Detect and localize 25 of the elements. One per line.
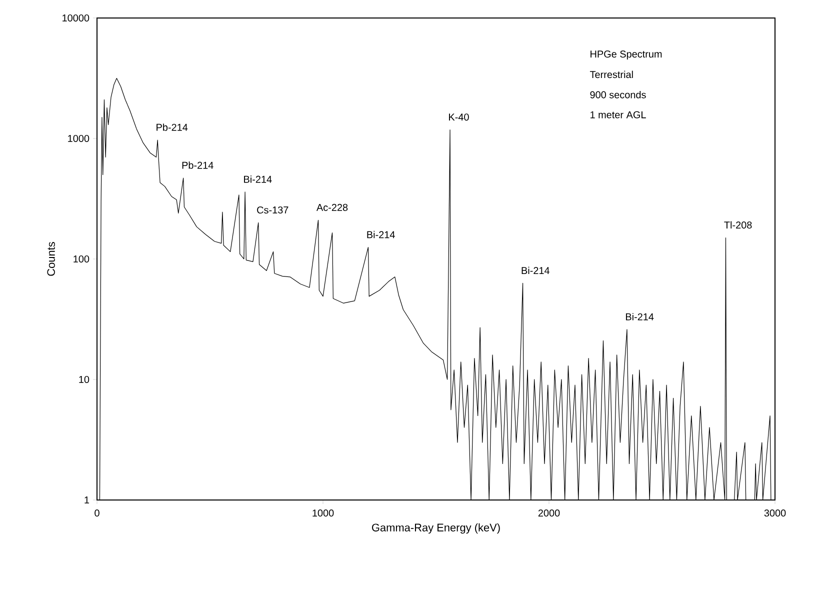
annotation: Bi-214: [626, 313, 654, 320]
y-tick-label: 10000: [62, 14, 90, 22]
x-tick-label: 1000: [312, 510, 334, 517]
x-tick-label: 2000: [538, 510, 560, 517]
annotation: 900 seconds: [590, 91, 646, 98]
y-tick-label: 1000: [68, 134, 90, 142]
x-tick-label: 0: [94, 510, 100, 517]
y-tick-label: 1: [84, 496, 90, 504]
annotation: Tl-208: [724, 221, 752, 229]
y-tick-label: 10: [79, 376, 90, 384]
annotation: 1 meter AGL: [590, 111, 646, 118]
annotation: Pb-214: [156, 124, 188, 131]
y-tick-label: 100: [74, 255, 90, 263]
annotation: Cs-137: [257, 206, 288, 214]
annotation: Bi-214: [522, 266, 550, 274]
annotation: K-40: [449, 114, 469, 121]
y-axis-title: Counts: [47, 242, 55, 276]
x-axis-title: Gamma-Ray Energy (keV): [372, 523, 500, 534]
annotation: HPGe Spectrum: [590, 50, 662, 60]
annotation: Bi-214: [244, 176, 272, 183]
annotation: Bi-214: [367, 230, 395, 238]
annotation: Pb-214: [182, 161, 214, 169]
annotation: Terrestrial: [590, 70, 633, 78]
annotation: Ac-228: [316, 204, 348, 211]
x-tick-label: 3000: [764, 510, 786, 517]
